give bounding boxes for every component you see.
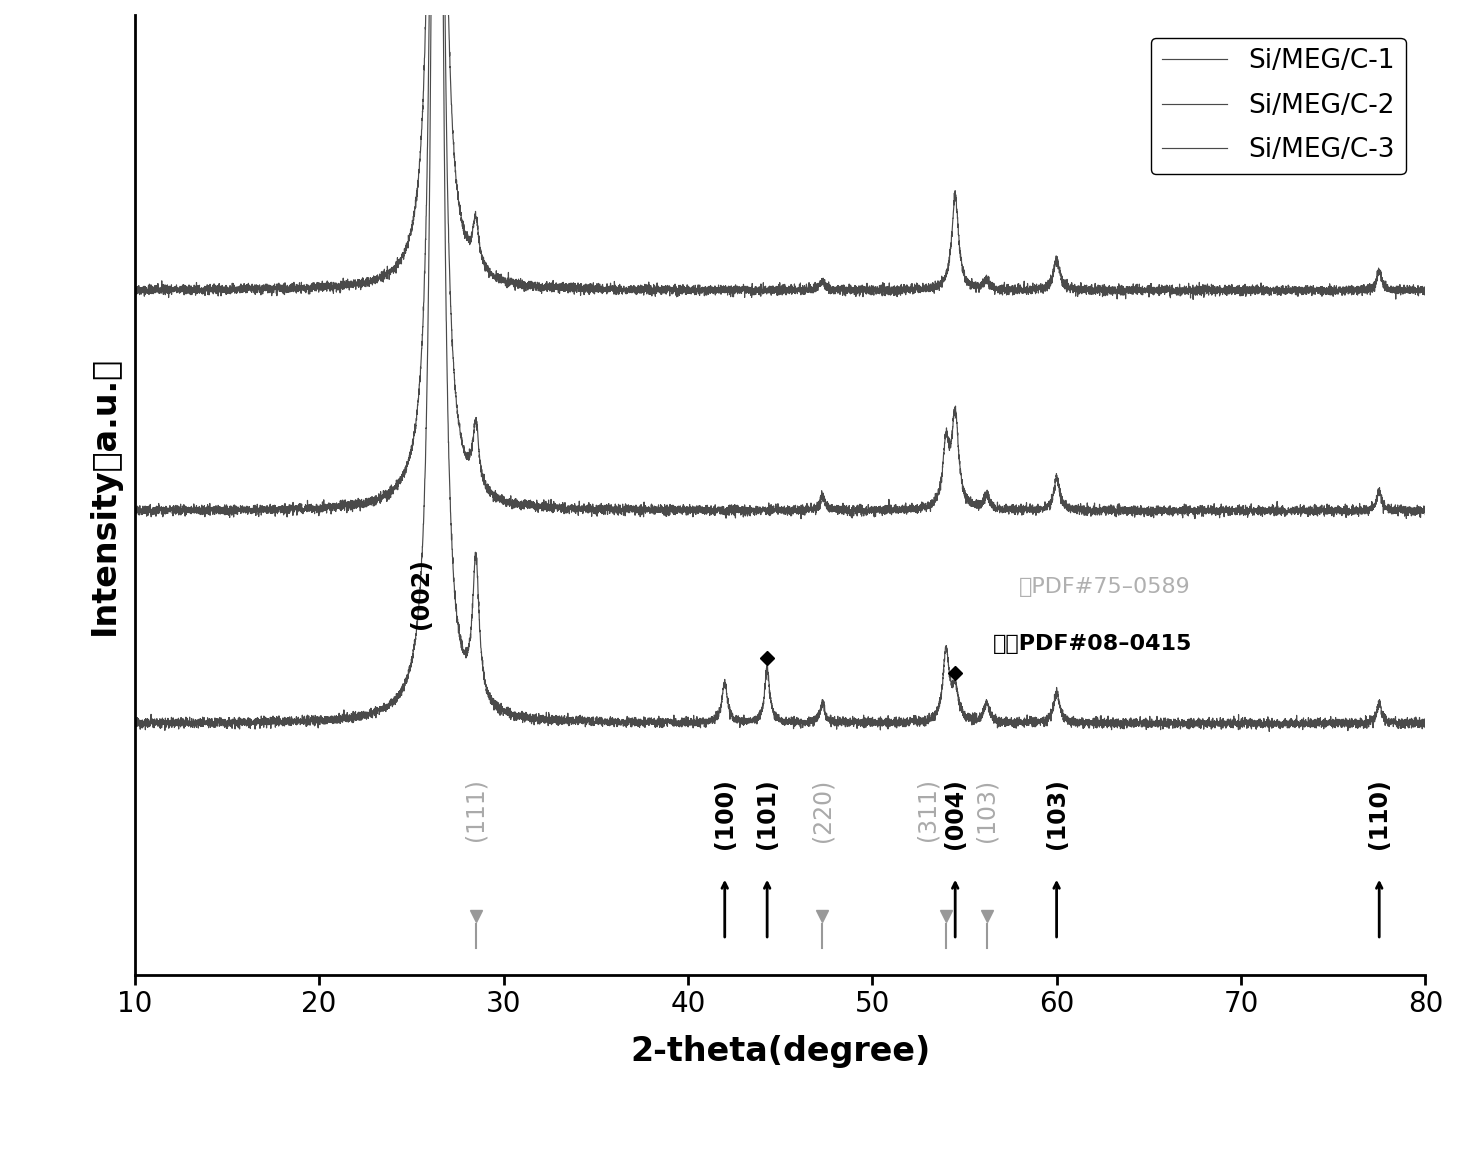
Text: (103): (103)	[1044, 779, 1069, 850]
Si/MEG/C-2	[179, 503, 197, 517]
Si/MEG/C-1	[1184, 292, 1201, 306]
Text: (004): (004)	[943, 779, 967, 850]
Si/MEG/C-3	[1261, 724, 1279, 738]
Si/MEG/C-1	[1349, 279, 1366, 293]
Line: Si/MEG/C-3: Si/MEG/C-3	[134, 0, 1426, 731]
Si/MEG/C-3	[179, 718, 197, 732]
Text: 硅PDF#75–0589: 硅PDF#75–0589	[1019, 576, 1191, 597]
Si/MEG/C-2	[203, 503, 220, 517]
Text: (110): (110)	[1368, 779, 1391, 850]
Si/MEG/C-2	[125, 505, 143, 519]
Line: Si/MEG/C-1: Si/MEG/C-1	[134, 0, 1426, 299]
Si/MEG/C-1	[179, 282, 197, 296]
Line: Si/MEG/C-2: Si/MEG/C-2	[134, 0, 1426, 519]
Text: (002): (002)	[408, 558, 433, 629]
Si/MEG/C-2	[1417, 508, 1435, 521]
Legend: Si/MEG/C-1, Si/MEG/C-2, Si/MEG/C-3: Si/MEG/C-1, Si/MEG/C-2, Si/MEG/C-3	[1150, 37, 1406, 173]
Si/MEG/C-3	[125, 715, 143, 729]
Text: (111): (111)	[464, 779, 488, 842]
Si/MEG/C-2	[757, 505, 774, 519]
Si/MEG/C-2	[379, 487, 397, 501]
Si/MEG/C-1	[1417, 282, 1435, 296]
Y-axis label: Intensity（a.u.）: Intensity（a.u.）	[87, 355, 121, 634]
Si/MEG/C-2	[131, 503, 149, 517]
Si/MEG/C-3	[1417, 717, 1435, 731]
Si/MEG/C-2	[1349, 504, 1366, 518]
Si/MEG/C-2	[792, 512, 809, 526]
Text: (100): (100)	[713, 779, 736, 850]
Si/MEG/C-1	[379, 267, 397, 281]
Si/MEG/C-3	[203, 716, 220, 730]
Si/MEG/C-3	[379, 700, 397, 714]
X-axis label: 2-theta(degree): 2-theta(degree)	[630, 1035, 930, 1067]
Si/MEG/C-1	[125, 282, 143, 296]
Si/MEG/C-3	[131, 714, 149, 728]
Si/MEG/C-1	[203, 284, 220, 298]
Si/MEG/C-1	[757, 282, 774, 296]
Text: (101): (101)	[755, 779, 779, 850]
Si/MEG/C-3	[1349, 715, 1366, 729]
Text: 石墨PDF#08–0415: 石墨PDF#08–0415	[993, 634, 1193, 654]
Text: (220): (220)	[811, 779, 834, 842]
Text: (103): (103)	[974, 779, 999, 842]
Si/MEG/C-1	[131, 285, 149, 299]
Si/MEG/C-3	[757, 673, 774, 687]
Text: (311): (311)	[916, 779, 939, 842]
